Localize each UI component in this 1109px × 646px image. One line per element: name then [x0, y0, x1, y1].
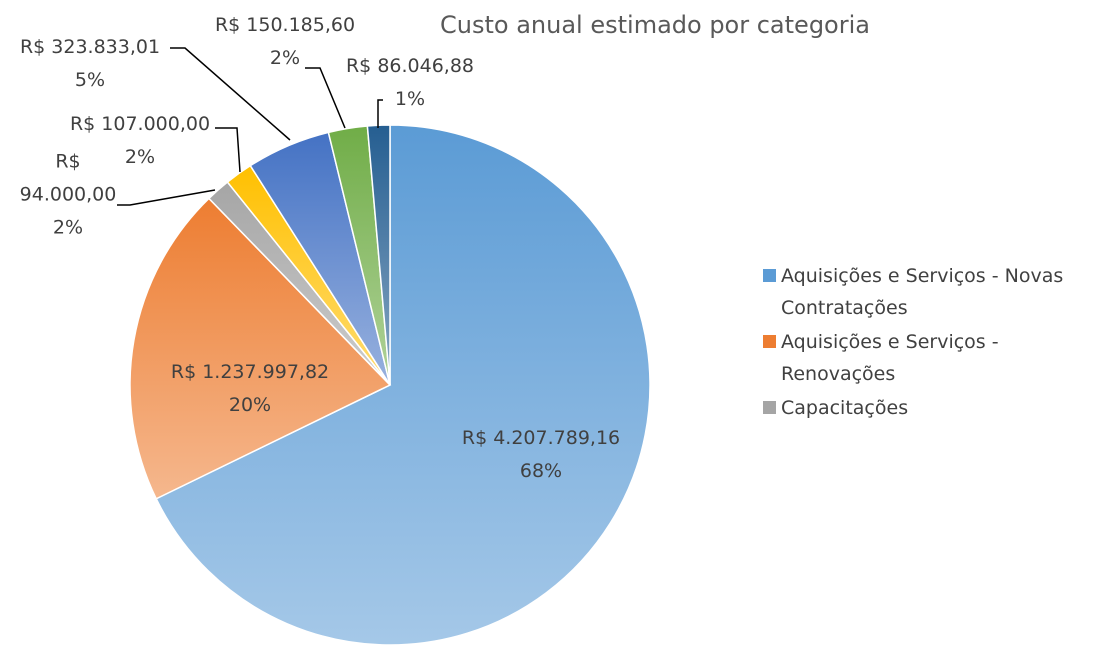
legend-label: Aquisições e Serviços - Novas Contrataçõ…	[781, 265, 1064, 319]
value-label: R$ 150.185,60	[214, 14, 356, 36]
legend-swatch	[763, 335, 776, 348]
value-label: R$ 1.237.997,82	[170, 361, 330, 383]
data-label: R$ 323.833,01 5%	[20, 31, 160, 97]
value-label: R$ 94.000,00	[19, 150, 117, 206]
percent-label: 5%	[74, 69, 106, 91]
legend-swatch	[763, 269, 776, 282]
pie-slice	[155, 124, 651, 646]
data-label: R$ 1.237.997,82 20%	[171, 356, 329, 422]
leader-line	[117, 189, 216, 206]
leader-line	[377, 99, 383, 128]
legend-item: Aquisições e Serviços - Novas Contrataçõ…	[763, 260, 1103, 324]
data-label: R$ 94.000,00 2%	[18, 146, 118, 245]
percent-label: 2%	[124, 146, 156, 168]
percent-label: 2%	[269, 47, 301, 69]
legend-item: Aquisições e Serviços - Renovações	[763, 326, 1103, 390]
data-label: R$ 4.207.789,16 68%	[462, 422, 620, 488]
value-label: R$ 86.046,88	[345, 55, 475, 77]
legend-label: Aquisições e Serviços - Renovações	[781, 331, 999, 385]
percent-label: 2%	[52, 216, 84, 239]
value-label: R$ 323.833,01	[19, 36, 161, 58]
percent-label: 20%	[228, 394, 272, 416]
leader-line	[215, 127, 241, 173]
pie-slice	[129, 197, 392, 500]
value-label: R$ 4.207.789,16	[461, 427, 621, 449]
percent-label: 1%	[394, 88, 426, 110]
value-label: R$ 107.000,00	[69, 113, 211, 135]
leader-line	[305, 67, 346, 129]
legend-item: Capacitações	[763, 392, 1103, 424]
data-label: R$ 107.000,00 2%	[70, 108, 210, 174]
chart-title: Custo anual estimado por categoria	[440, 11, 870, 39]
data-label: R$ 86.046,88 1%	[346, 50, 474, 116]
legend-swatch	[763, 401, 776, 414]
leader-line	[170, 47, 291, 141]
percent-label: 68%	[519, 460, 563, 482]
data-label: R$ 150.185,60 2%	[215, 9, 355, 75]
legend-label: Capacitações	[781, 397, 909, 419]
